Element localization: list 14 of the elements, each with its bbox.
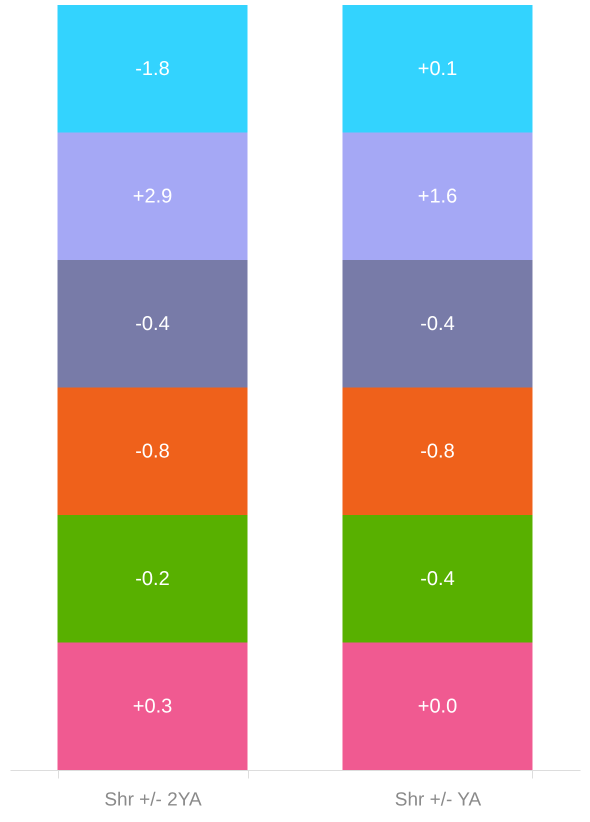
data-label: -1.8 [135, 58, 170, 80]
data-label: +0.3 [132, 695, 172, 718]
data-label: -0.2 [135, 568, 170, 590]
x-tick-label: Shr +/- 2YA [104, 790, 202, 810]
data-label: +1.6 [418, 185, 458, 208]
data-label: -0.8 [420, 440, 455, 462]
x-tick-label: Shr +/- YA [394, 790, 482, 810]
data-label: +0.1 [418, 58, 458, 80]
data-label: -0.8 [135, 440, 170, 462]
data-label: -0.4 [420, 568, 455, 590]
data-label: -0.4 [420, 312, 455, 335]
data-label: +0.0 [418, 695, 458, 718]
data-label: +2.9 [132, 185, 172, 208]
data-label: -0.4 [135, 312, 170, 335]
